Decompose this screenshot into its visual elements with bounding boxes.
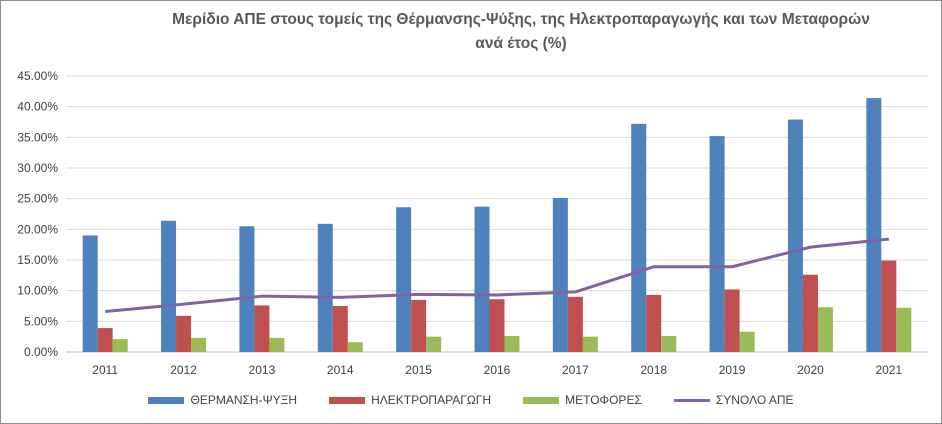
bar-1 — [866, 98, 882, 352]
chart-title-line-1: Μερίδιο ΑΠΕ στους τομείς της Θέρμανσης-Ψ… — [172, 11, 870, 28]
x-tick-label: 2019 — [719, 363, 746, 377]
legend-label: ΗΛΕΚΤΡΟΠΑΡΑΓΩΓΗ — [371, 393, 492, 407]
bar-1 — [82, 235, 98, 352]
x-tick-label: 2016 — [484, 363, 511, 377]
legend-swatch — [523, 396, 560, 404]
bar-1 — [474, 206, 490, 352]
y-tick-label: 45.00% — [17, 69, 58, 83]
y-tick-label: 10.00% — [17, 284, 58, 298]
y-tick-label: 5.00% — [24, 314, 58, 328]
chart-legend: ΘΕΡΜΑΝΣΗ-ΨΥΞΗ ΗΛΕΚΤΡΟΠΑΡΑΓΩΓΗ ΜΕΤΟΦΟΡΕΣ ΣΥΝ… — [0, 393, 942, 407]
y-tick-label: 30.00% — [17, 161, 58, 175]
legend-item-4: ΣΥΝΟΛΟ ΑΠΕ — [673, 393, 794, 407]
bar-2 — [724, 289, 740, 352]
bar-2 — [254, 305, 270, 352]
x-tick-label: 2021 — [875, 363, 902, 377]
chart-title-line-2: ανά έτος (%) — [475, 35, 567, 52]
bar-2 — [489, 299, 505, 352]
bar-3 — [896, 307, 912, 352]
bar-1 — [787, 119, 803, 353]
bar-3 — [191, 337, 207, 352]
bar-3 — [661, 336, 677, 352]
bar-2 — [411, 299, 427, 352]
bar-3 — [112, 339, 128, 352]
bar-1 — [317, 223, 333, 352]
legend-label: ΘΕΡΜΑΝΣΗ-ΨΥΞΗ — [190, 393, 298, 407]
legend-swatch — [673, 398, 710, 402]
bar-2 — [881, 260, 897, 352]
legend-item-3: ΜΕΤΟΦΟΡΕΣ — [523, 393, 642, 407]
line-total — [105, 237, 889, 314]
x-tick-label: 2017 — [562, 363, 589, 377]
bar-3 — [347, 342, 363, 352]
bar-3 — [504, 336, 520, 352]
bar-3 — [582, 336, 598, 352]
legend-swatch — [148, 396, 185, 404]
bar-2 — [567, 296, 583, 352]
x-tick-label: 2018 — [640, 363, 667, 377]
bar-2 — [97, 328, 113, 352]
bar-1 — [239, 226, 255, 352]
y-tick-label: 40.00% — [17, 100, 58, 114]
legend-label: ΜΕΤΟΦΟΡΕΣ — [565, 393, 642, 407]
bar-3 — [426, 336, 442, 352]
chart-title: Μερίδιο ΑΠΕ στους τομείς της Θέρμανσης-Ψ… — [0, 8, 942, 56]
x-tick-label: 2012 — [170, 363, 197, 377]
bar-1 — [631, 123, 647, 352]
y-tick-label: 20.00% — [17, 222, 58, 236]
x-tick-label: 2015 — [405, 363, 432, 377]
x-tick-label: 2011 — [92, 363, 118, 377]
bar-2 — [176, 315, 192, 352]
x-tick-label: 2020 — [797, 363, 824, 377]
bar-3 — [817, 307, 833, 352]
y-tick-label: 25.00% — [17, 192, 58, 206]
y-tick-label: 15.00% — [17, 253, 58, 267]
legend-swatch — [329, 396, 366, 404]
legend-label: ΣΥΝΟΛΟ ΑΠΕ — [715, 393, 794, 407]
legend-item-2: ΗΛΕΚΤΡΟΠΑΡΑΓΩΓΗ — [329, 393, 491, 407]
bar-1 — [709, 136, 725, 352]
x-tick-label: 2014 — [327, 363, 354, 377]
bar-2 — [802, 274, 818, 352]
bar-1 — [552, 198, 568, 352]
bar-2 — [332, 306, 348, 352]
bar-2 — [646, 294, 662, 352]
y-tick-label: 35.00% — [17, 130, 58, 144]
x-tick-label: 2013 — [249, 363, 276, 377]
legend-item-1: ΘΕΡΜΑΝΣΗ-ΨΥΞΗ — [148, 393, 297, 407]
bar-3 — [739, 331, 755, 352]
bar-1 — [161, 220, 177, 352]
bar-3 — [269, 337, 285, 352]
bar-1 — [396, 207, 412, 352]
y-tick-label: 0.00% — [24, 345, 58, 359]
